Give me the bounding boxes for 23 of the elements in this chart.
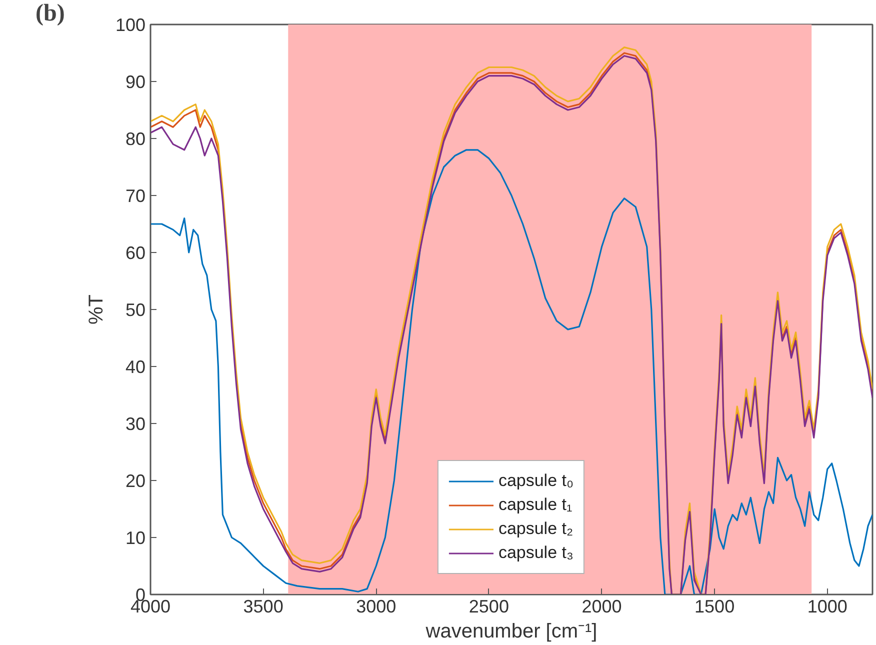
x-tick-label: 2000 [582,596,622,616]
y-tick-label: 100 [115,15,146,35]
x-tick-label: 3500 [243,596,284,616]
y-tick-label: 90 [125,72,146,92]
x-tick-label: 1000 [807,596,848,616]
y-tick-label: 20 [125,471,146,491]
x-tick-label: 2500 [468,596,509,616]
y-tick-label: 10 [125,528,146,548]
legend-label: capsule t₂ [498,519,574,539]
legend-label: capsule t₁ [498,495,572,515]
y-tick-label: 40 [125,357,146,377]
x-axis-title: wavenumber [cm⁻¹] [424,620,598,642]
y-tick-label: 60 [125,243,146,263]
y-axis-title: %T [85,294,108,324]
y-tick-label: 70 [125,186,146,206]
x-tick-label: 3000 [356,596,396,616]
legend-label: capsule t₃ [498,543,574,563]
y-tick-label: 30 [125,414,146,434]
legend-label: capsule t₀ [498,471,574,491]
y-tick-label: 50 [125,300,146,320]
x-tick-label: 1500 [694,596,735,616]
text: (b) [36,0,65,26]
y-tick-label: 80 [125,129,146,149]
